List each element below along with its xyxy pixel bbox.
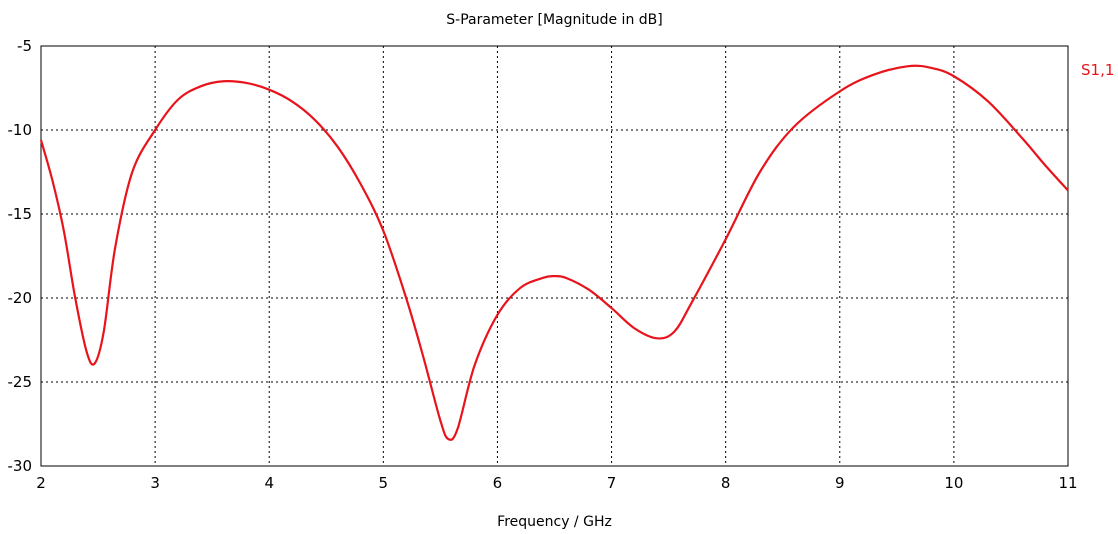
- legend-entry-s11: S1,1: [1081, 61, 1114, 79]
- y-tick-label: -5: [17, 37, 32, 55]
- chart-title: S-Parameter [Magnitude in dB]: [446, 12, 662, 28]
- x-tick-label: 7: [607, 474, 617, 492]
- x-axis-label: Frequency / GHz: [497, 514, 612, 530]
- x-axis-ticks: 2 3 4 5 6 7 8 9 10 11: [36, 474, 1077, 492]
- x-tick-label: 2: [36, 474, 46, 492]
- y-axis-ticks: -5 -10 -15 -20 -25 -30: [8, 37, 33, 475]
- series-layer: [39, 64, 1069, 441]
- plot-frame: [40, 45, 1069, 467]
- series-line-s11: [39, 64, 1069, 441]
- y-tick-label: -25: [8, 373, 33, 391]
- x-tick-label: 4: [264, 474, 274, 492]
- x-tick-label: 11: [1058, 474, 1077, 492]
- y-tick-label: -15: [8, 205, 33, 223]
- x-tick-label: 5: [379, 474, 389, 492]
- y-tick-label: -10: [8, 121, 33, 139]
- x-tick-label: 8: [721, 474, 731, 492]
- x-tick-label: 9: [835, 474, 845, 492]
- x-tick-label: 10: [944, 474, 963, 492]
- x-tick-label: 3: [150, 474, 160, 492]
- y-tick-label: -20: [8, 289, 33, 307]
- y-tick-label: -30: [8, 457, 33, 475]
- grid-lines: [41, 46, 1068, 466]
- x-tick-label: 6: [493, 474, 503, 492]
